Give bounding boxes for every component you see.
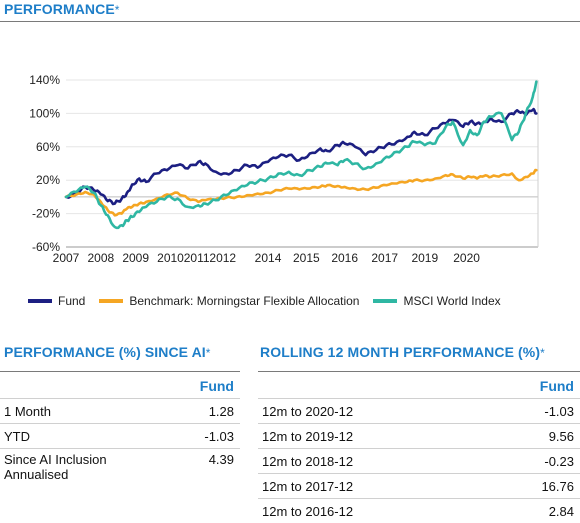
rolling-row-label: 12m to 2019-12 — [258, 424, 478, 449]
x-tick-label: 2016 — [331, 251, 358, 265]
x-tick-label: 2020 — [453, 251, 480, 265]
rolling-column-header: Fund — [478, 374, 580, 399]
table-row: 12m to 2016-12 2.84 — [258, 499, 580, 523]
since-ai-header-row: Fund — [0, 374, 240, 399]
table-row: 1 Month 1.28 — [0, 399, 240, 424]
legend-label-fund: Fund — [58, 294, 85, 308]
rolling-title-star: * — [540, 346, 545, 360]
legend-item-msci: MSCI World Index — [373, 294, 500, 308]
x-tick-label: 2011 — [184, 251, 210, 265]
rolling-row-value: 2.84 — [478, 499, 580, 523]
rolling-table: Fund 12m to 2020-12 -1.03 12m to 2019-12… — [258, 374, 580, 523]
since-ai-row-label: Since AI Inclusion Annualised — [0, 449, 170, 491]
rolling-row-label: 12m to 2020-12 — [258, 399, 478, 424]
x-tick-label: 2008 — [87, 251, 114, 265]
legend-swatch-msci — [373, 299, 397, 303]
y-tick-label: 60% — [36, 140, 60, 154]
since-ai-table: Fund 1 Month 1.28 YTD -1.03 Since AI Inc… — [0, 374, 240, 490]
x-tick-label: 2009 — [122, 251, 149, 265]
x-tick-label: 2010 — [157, 251, 184, 265]
y-tick-label: -20% — [32, 207, 60, 221]
since-ai-row-label: 1 Month — [0, 399, 170, 424]
y-tick-label: 140% — [29, 73, 60, 87]
chart-legend: Fund Benchmark: Morningstar Flexible All… — [28, 294, 515, 308]
legend-swatch-fund — [28, 299, 52, 303]
since-ai-row-value: 4.39 — [170, 449, 240, 491]
y-tick-label: 100% — [29, 106, 60, 120]
since-ai-title-star: * — [206, 346, 211, 360]
performance-title-text: PERFORMANCE — [4, 1, 115, 17]
since-ai-title-text: PERFORMANCE (%) SINCE AI — [4, 344, 206, 360]
rolling-divider — [258, 371, 580, 372]
rolling-row-value: -1.03 — [478, 399, 580, 424]
rolling-title-text: ROLLING 12 MONTH PERFORMANCE (%) — [260, 344, 540, 360]
rolling-row-label: 12m to 2017-12 — [258, 474, 478, 499]
x-tick-label: 2012 — [209, 251, 236, 265]
since-ai-title: PERFORMANCE (%) SINCE AI* — [4, 344, 211, 360]
x-tick-label: 2017 — [371, 251, 398, 265]
rolling-row-value: 16.76 — [478, 474, 580, 499]
y-tick-label: 20% — [36, 173, 60, 187]
chart-gridlines — [66, 80, 538, 247]
legend-swatch-benchmark — [99, 299, 123, 303]
performance-title-star: * — [115, 3, 120, 17]
x-tick-label: 2019 — [411, 251, 438, 265]
chart-series — [66, 82, 536, 228]
header-divider — [0, 21, 580, 22]
chart-axes — [66, 80, 538, 247]
x-tick-label: 2007 — [53, 251, 80, 265]
rolling-header-blank — [258, 374, 478, 399]
table-row: YTD -1.03 — [0, 424, 240, 449]
rolling-title: ROLLING 12 MONTH PERFORMANCE (%)* — [260, 344, 545, 360]
legend-item-benchmark: Benchmark: Morningstar Flexible Allocati… — [99, 294, 359, 308]
rolling-row-value: 9.56 — [478, 424, 580, 449]
performance-title: PERFORMANCE* — [4, 1, 120, 17]
rolling-row-value: -0.23 — [478, 449, 580, 474]
table-row: 12m to 2019-12 9.56 — [258, 424, 580, 449]
since-ai-divider — [0, 371, 240, 372]
since-ai-row-label-line2: Annualised — [4, 467, 170, 482]
legend-item-fund: Fund — [28, 294, 85, 308]
since-ai-header-blank — [0, 374, 170, 399]
table-row: 12m to 2017-12 16.76 — [258, 474, 580, 499]
table-row: Since AI Inclusion Annualised 4.39 — [0, 449, 240, 491]
since-ai-row-label: YTD — [0, 424, 170, 449]
since-ai-row-value: 1.28 — [170, 399, 240, 424]
table-row: 12m to 2020-12 -1.03 — [258, 399, 580, 424]
rolling-header-row: Fund — [258, 374, 580, 399]
rolling-row-label: 12m to 2016-12 — [258, 499, 478, 523]
since-ai-column-header: Fund — [170, 374, 240, 399]
since-ai-row-label-line1: Since AI Inclusion — [4, 452, 170, 467]
table-row: 12m to 2018-12 -0.23 — [258, 449, 580, 474]
x-tick-label: 2014 — [255, 251, 282, 265]
legend-label-msci: MSCI World Index — [403, 294, 500, 308]
rolling-row-label: 12m to 2018-12 — [258, 449, 478, 474]
since-ai-row-value: -1.03 — [170, 424, 240, 449]
x-tick-label: 2015 — [293, 251, 320, 265]
legend-label-benchmark: Benchmark: Morningstar Flexible Allocati… — [129, 294, 359, 308]
